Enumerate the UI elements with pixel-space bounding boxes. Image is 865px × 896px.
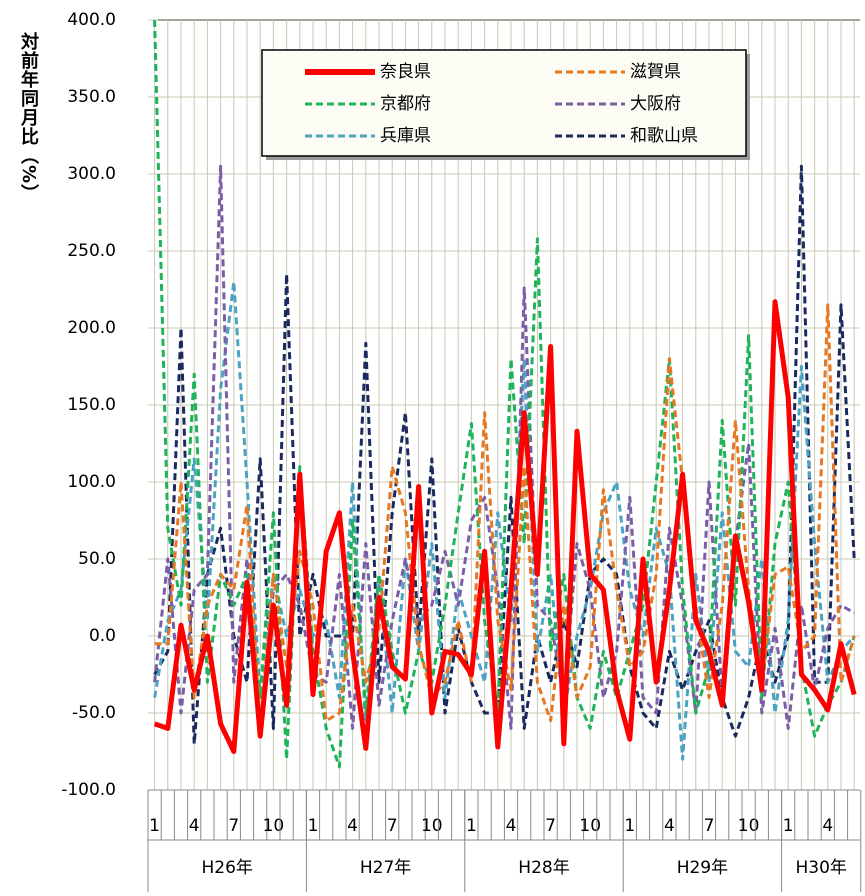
x-tick-label: 1 [624, 816, 635, 836]
x-tick-label: 7 [704, 816, 715, 836]
x-tick-label: 7 [228, 816, 239, 836]
series-lines [153, 19, 857, 769]
x-tick-label: 1 [783, 816, 794, 836]
legend-label: 京都府 [380, 94, 431, 114]
legend-label: 大阪府 [630, 94, 681, 114]
y-tick-label: -50.0 [72, 703, 116, 723]
y-tick-label: 400.0 [67, 10, 116, 30]
legend-label: 兵庫県 [380, 126, 431, 146]
year-label: H28年 [518, 858, 569, 878]
year-label: H27年 [360, 858, 411, 878]
y-tick-label: -100.0 [61, 780, 116, 800]
y-tick-label: 100.0 [67, 472, 116, 492]
x-tick-label: 10 [263, 816, 285, 836]
y-tick-label: 50.0 [78, 549, 116, 569]
year-label: H26年 [201, 858, 252, 878]
x-tick-label: 4 [822, 816, 833, 836]
x-tick-label: 1 [149, 816, 160, 836]
y-tick-label: 150.0 [67, 395, 116, 415]
x-tick-label: 10 [421, 816, 443, 836]
x-tick-label: 10 [738, 816, 760, 836]
year-label: H29年 [677, 858, 728, 878]
x-axis: 1 4 7 10 1 4 7 10 1 4 7 10 1 4 7 10 1 4 H26年 H27年 H28年 H29年 H3… [147, 789, 862, 892]
x-tick-label: 1 [466, 816, 477, 836]
x-tick-label: 10 [579, 816, 601, 836]
legend-label: 和歌山県 [630, 126, 698, 146]
y-tick-label: 0.0 [89, 626, 116, 646]
legend-label: 滋賀県 [630, 62, 681, 82]
x-tick-label: 4 [189, 816, 200, 836]
x-tick-label: 4 [506, 816, 517, 836]
x-tick-label: 7 [545, 816, 556, 836]
x-tick-label: 4 [347, 816, 358, 836]
legend-label: 奈良県 [380, 62, 431, 82]
y-tick-label: 350.0 [67, 87, 116, 107]
x-tick-label: 7 [387, 816, 398, 836]
series-line [153, 299, 857, 754]
series-line [153, 164, 856, 746]
y-tick-label: 200.0 [67, 318, 116, 338]
x-tick-label: 4 [664, 816, 675, 836]
series-line [153, 19, 856, 769]
y-axis-label: 対前年同月比（%） [18, 31, 40, 203]
x-tick-label: 1 [308, 816, 319, 836]
y-tick-label: 250.0 [67, 241, 116, 261]
year-label: H30年 [795, 858, 846, 878]
y-tick-label: 300.0 [67, 164, 116, 184]
